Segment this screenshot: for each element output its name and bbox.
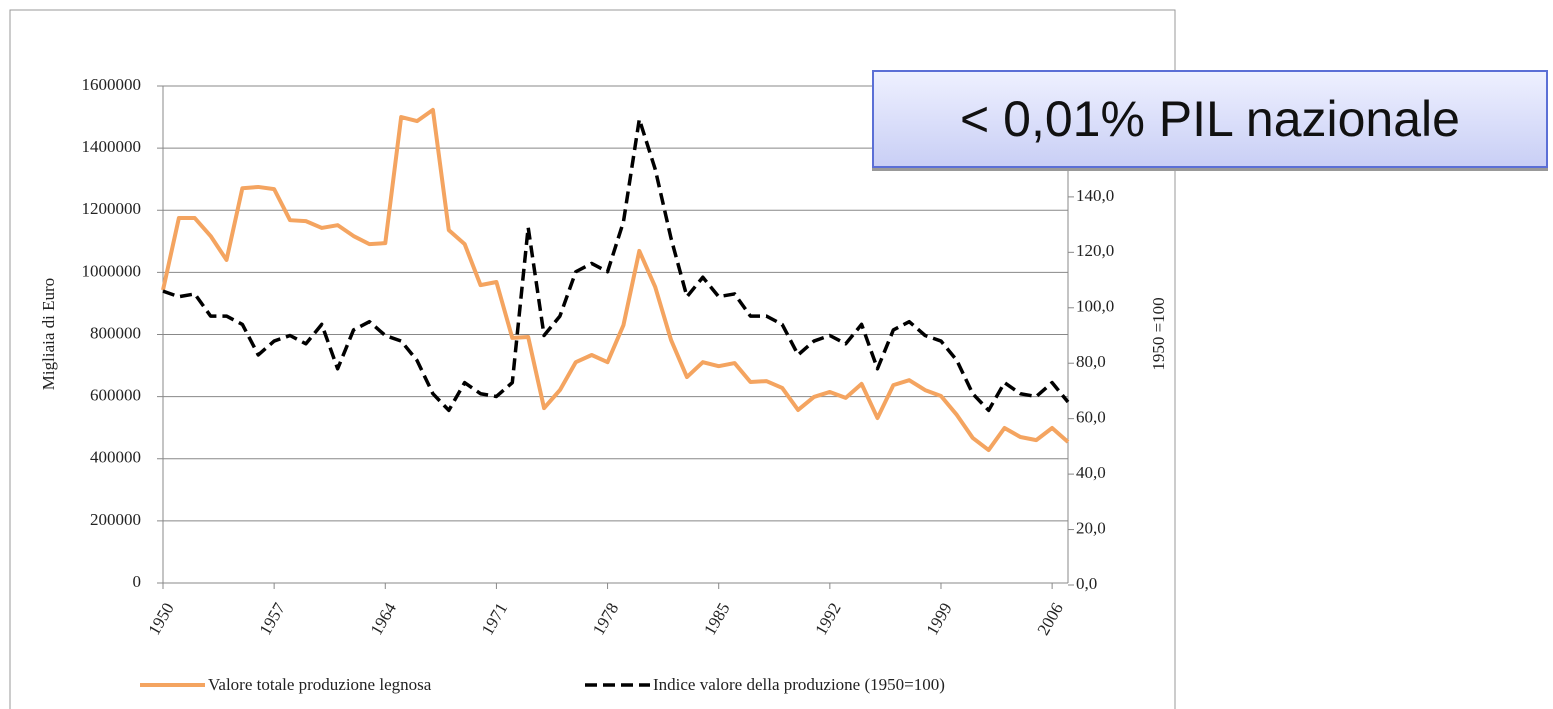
series-line — [161, 107, 1070, 453]
y2-axis-label: 1950 =100 — [1149, 297, 1168, 370]
y2-tick-label: 20,0 — [1076, 518, 1106, 537]
legend-label: Indice valore della produzione (1950=100… — [653, 675, 945, 694]
y-tick-label: 200000 — [90, 510, 141, 529]
y-axis-label: Migliaia di Euro — [39, 278, 58, 390]
y2-tick-label: 100,0 — [1076, 297, 1114, 316]
y-tick-label: 1600000 — [82, 75, 142, 94]
y-tick-label: 800000 — [90, 323, 141, 342]
callout: < 0,01% PIL nazionale — [872, 70, 1548, 168]
y2-tick-label: 120,0 — [1076, 241, 1114, 260]
y-tick-label: 0 — [133, 572, 142, 591]
y-tick-label: 400000 — [90, 448, 141, 467]
y-tick-label: 1200000 — [82, 199, 142, 218]
y2-tick-label: 40,0 — [1076, 463, 1106, 482]
y-tick-label: 1400000 — [82, 137, 142, 156]
legend-label: Valore totale produzione legnosa — [208, 675, 432, 694]
y2-tick-label: 0,0 — [1076, 574, 1097, 593]
y2-tick-label: 80,0 — [1076, 352, 1106, 371]
y2-tick-label: 140,0 — [1076, 186, 1114, 205]
series-line — [162, 117, 1070, 413]
y2-tick-label: 60,0 — [1076, 408, 1106, 427]
y-tick-label: 1000000 — [82, 261, 142, 280]
y-tick-label: 600000 — [90, 386, 141, 405]
